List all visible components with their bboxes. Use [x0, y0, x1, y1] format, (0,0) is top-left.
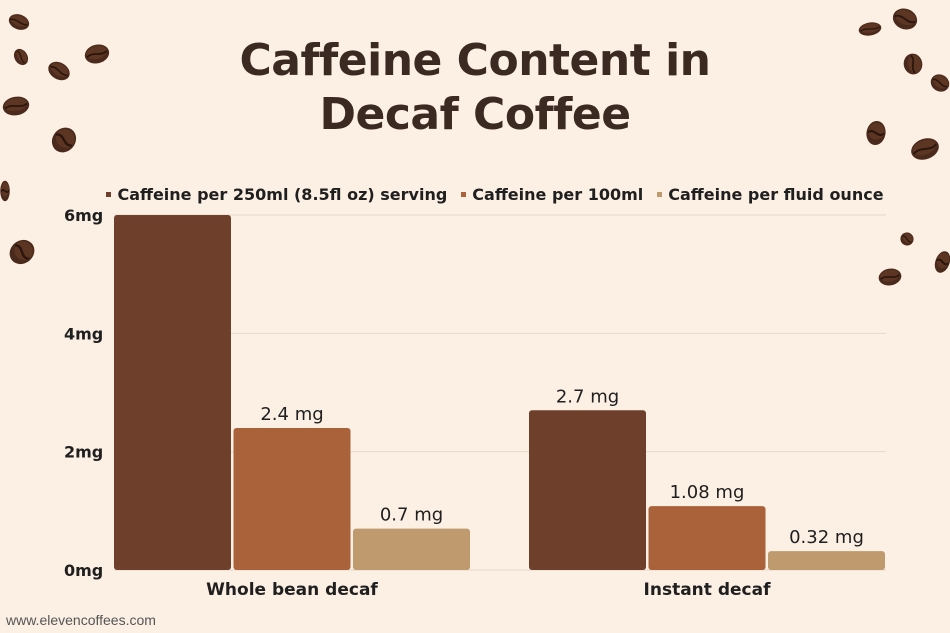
coffee-bean-icon	[857, 20, 883, 38]
legend-label-serving: Caffeine per 250ml (8.5fl oz) serving	[117, 185, 448, 204]
bar	[114, 215, 231, 570]
bar	[768, 551, 885, 570]
bar	[233, 428, 351, 570]
coffee-bean-icon	[46, 122, 82, 159]
bar	[648, 506, 766, 570]
coffee-bean-icon	[927, 70, 950, 96]
footer-url: www.elevencoffees.com	[6, 612, 156, 628]
coffee-bean-icon	[877, 266, 904, 288]
legend: Caffeine per 250ml (8.5fl oz) serving Ca…	[0, 185, 950, 204]
chart-title: Caffeine Content in Decaf Coffee	[0, 34, 950, 142]
legend-swatch-serving	[106, 192, 112, 197]
data-label: 1.08 mg	[670, 482, 745, 503]
legend-label-100ml: Caffeine per 100ml	[472, 185, 644, 204]
data-label: 2.4 mg	[260, 404, 323, 425]
coffee-bean-icon	[0, 180, 10, 202]
y-tick-label: 2mg	[64, 443, 103, 462]
legend-swatch-floz	[657, 192, 663, 197]
coffee-bean-icon	[907, 134, 943, 165]
title-line-1: Caffeine Content in	[239, 35, 711, 86]
coffee-bean-icon	[864, 118, 888, 147]
coffee-bean-icon	[6, 11, 32, 34]
bar	[529, 410, 646, 570]
data-label: 0.7 mg	[380, 505, 443, 526]
coffee-bean-icon	[44, 57, 74, 85]
coffee-bean-icon	[4, 234, 41, 270]
legend-swatch-100ml	[461, 192, 467, 197]
x-category-label: Whole bean decaf	[206, 580, 378, 600]
x-category-label: Instant decaf	[644, 580, 772, 600]
data-label: 2.7 mg	[556, 386, 619, 407]
y-tick-label: 4mg	[64, 324, 103, 343]
coffee-bean-icon	[901, 51, 925, 76]
legend-item-serving: Caffeine per 250ml (8.5fl oz) serving	[106, 185, 447, 204]
legend-item-floz: Caffeine per fluid ounce	[657, 185, 884, 204]
coffee-bean-icon	[897, 229, 917, 249]
title-line-2: Decaf Coffee	[319, 89, 631, 140]
legend-item-100ml: Caffeine per 100ml	[461, 185, 643, 204]
bar	[353, 528, 470, 570]
data-label: 0.32 mg	[789, 527, 864, 548]
coffee-bean-icon	[0, 94, 31, 119]
legend-label-floz: Caffeine per fluid ounce	[668, 185, 884, 204]
y-tick-label: 6mg	[64, 206, 103, 225]
coffee-bean-icon	[10, 46, 31, 69]
coffee-bean-icon	[889, 4, 921, 34]
y-tick-label: 0mg	[64, 561, 103, 580]
coffee-bean-icon	[931, 248, 950, 276]
coffee-bean-icon	[82, 41, 112, 67]
